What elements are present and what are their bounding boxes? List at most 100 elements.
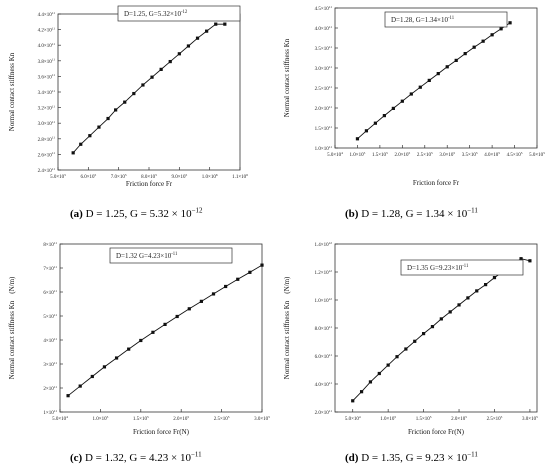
y-tick-label: 8.0×1011 xyxy=(315,325,333,332)
data-point xyxy=(377,371,381,376)
y-tick-label: 2.8×1011 xyxy=(38,136,56,143)
caption-exponent: −11 xyxy=(467,206,478,215)
data-point xyxy=(88,134,92,138)
data-point xyxy=(519,257,523,261)
data-point xyxy=(78,384,82,388)
x-axis-label: Friction force Fr(N) xyxy=(408,428,465,436)
legend-box xyxy=(400,259,524,276)
x-tick-label: 5.0×104 xyxy=(52,415,68,422)
y-tick-label: 4×1011 xyxy=(43,337,57,344)
y-tick-label: 3.0×1011 xyxy=(315,65,333,72)
data-point xyxy=(472,45,476,49)
x-tick-label: 4.5×105 xyxy=(507,151,523,158)
data-point xyxy=(114,108,118,112)
data-point xyxy=(466,296,470,300)
x-tick-label: 1.1×106 xyxy=(232,173,248,180)
data-point xyxy=(199,299,203,303)
data-point xyxy=(187,307,191,311)
data-point xyxy=(364,129,369,133)
x-tick-label: 5.0×105 xyxy=(529,151,545,158)
x-tick-label: 5.0×105 xyxy=(50,173,66,180)
y-tick-label: 4.0×1011 xyxy=(315,381,333,388)
data-point xyxy=(114,356,119,360)
x-axis-label: Friction force Fr(N) xyxy=(133,428,190,436)
x-tick-label: 4.0×105 xyxy=(484,151,500,158)
x-tick-label: 2.0×105 xyxy=(173,415,189,422)
y-tick-label: 3.4×1011 xyxy=(38,89,56,96)
caption-label: (d) xyxy=(345,452,359,464)
data-point xyxy=(439,317,443,321)
y-tick-label: 4.0×1011 xyxy=(38,42,56,49)
data-point xyxy=(351,399,355,403)
x-tick-label: 1.0×105 xyxy=(93,415,109,422)
y-tick-label: 3.0×1011 xyxy=(38,120,56,127)
y-tick-label: 1.4×1012 xyxy=(315,241,333,248)
x-tick-label: 2.0×105 xyxy=(451,415,467,422)
y-axis-label: Normal contact stiffness Kn (N/m) xyxy=(8,276,16,379)
caption-text: D = 1.35, G = 9.23 × 10 xyxy=(361,452,468,464)
x-tick-label: 8.0×105 xyxy=(141,173,157,180)
data-point xyxy=(484,283,488,287)
data-point xyxy=(102,365,107,369)
data-point xyxy=(90,374,94,379)
y-axis-label: Normal contact stiffness Kn (N/m) xyxy=(283,276,291,379)
y-tick-label: 2.5×1011 xyxy=(315,85,333,92)
data-point xyxy=(355,137,360,141)
data-point xyxy=(223,22,227,26)
y-tick-label: 6×1011 xyxy=(43,289,57,296)
caption-label: (a) xyxy=(70,208,83,220)
y-tick-label: 2.4×1011 xyxy=(38,167,56,174)
chart-panel-c: 5.0×104 1.0×105 1.5×105 2.0×105 2.5×105 3.0×1… xyxy=(8,241,270,436)
y-tick-label: 8×1011 xyxy=(43,241,57,248)
data-point xyxy=(159,67,163,71)
y-tick-label: 3.2×1011 xyxy=(38,104,56,111)
x-tick-label: 1.0×105 xyxy=(380,415,396,422)
x-tick-label: 1.0×105 xyxy=(350,151,366,158)
y-tick-label: 4.2×1011 xyxy=(38,26,56,33)
x-axis-label: Friction force Fr xyxy=(126,180,173,188)
data-point xyxy=(418,85,422,89)
legend-text: D=1.25, G=5.32×10-12 xyxy=(124,10,188,18)
legend-text: D=1.28, G=1.34×10-11 xyxy=(391,16,455,24)
data-point xyxy=(395,355,399,359)
legend-box xyxy=(117,5,241,22)
y-tick-label: 6.0×1011 xyxy=(315,353,333,360)
data-point xyxy=(224,284,228,289)
y-tick-label: 3×1011 xyxy=(43,361,57,368)
data-point xyxy=(490,33,494,37)
data-point xyxy=(391,106,395,110)
data-point xyxy=(427,78,431,82)
series-line xyxy=(72,23,225,154)
data-point xyxy=(151,330,155,334)
plot-frame xyxy=(59,243,263,413)
x-tick-label: 2.5×105 xyxy=(487,415,503,422)
data-point xyxy=(177,52,181,56)
data-point xyxy=(195,36,200,40)
data-point xyxy=(150,75,154,79)
data-point xyxy=(97,125,101,129)
data-point xyxy=(454,58,458,62)
data-point xyxy=(448,310,452,314)
data-point xyxy=(211,292,216,296)
data-point xyxy=(492,276,497,280)
data-point xyxy=(127,347,131,351)
chart-panel-a: 5.0×105 6.0×105 7.0×105 8.0×105 9.0×105 1.0×1… xyxy=(8,5,248,188)
data-point xyxy=(430,325,435,329)
data-point xyxy=(409,92,413,96)
data-point xyxy=(421,332,426,336)
y-tick-label: 2×1011 xyxy=(43,385,57,392)
y-tick-label: 4.4×1011 xyxy=(38,11,56,18)
x-tick-label: 3.0×105 xyxy=(439,151,455,158)
x-tick-label: 5.0×104 xyxy=(345,415,361,422)
data-point xyxy=(481,39,485,43)
legend-box xyxy=(109,247,233,264)
y-tick-label: 7×1011 xyxy=(43,265,57,272)
legend-box xyxy=(384,11,508,28)
x-tick-label: 2.0×105 xyxy=(394,151,410,158)
data-point xyxy=(382,114,386,118)
series-line xyxy=(352,258,531,402)
x-tick-label: 1.0×106 xyxy=(202,173,218,180)
data-point xyxy=(436,72,440,76)
y-tick-label: 4.5×1011 xyxy=(315,5,333,12)
y-tick-label: 2.6×1011 xyxy=(38,151,56,158)
